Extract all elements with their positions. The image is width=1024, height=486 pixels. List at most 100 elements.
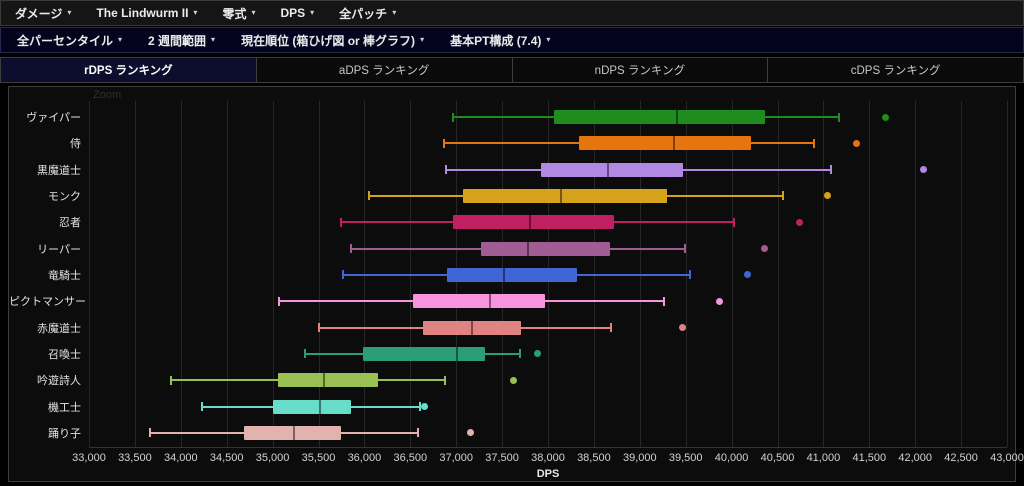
whisker-cap-low <box>278 296 281 306</box>
whisker-cap-low <box>443 138 446 148</box>
x-tick-label: 42,000 <box>898 452 933 464</box>
outlier-dot[interactable] <box>823 192 831 200</box>
chevron-down-icon: ▾ <box>67 8 72 17</box>
outlier-dot[interactable] <box>679 324 687 332</box>
y-axis-label: 侍 <box>70 138 81 151</box>
boxplot-box[interactable] <box>579 136 751 151</box>
boxplot-box[interactable] <box>272 399 351 414</box>
tab-rdps-ranking[interactable]: rDPS ランキング <box>1 58 257 82</box>
boxplot-box[interactable] <box>480 241 610 256</box>
whisker-cap-high <box>519 349 522 359</box>
boxplot-median-line <box>672 136 675 151</box>
whisker-cap-high <box>662 296 665 306</box>
y-axis-label: 赤魔道士 <box>37 322 81 335</box>
boxplot-median-line <box>676 110 679 124</box>
tab-ndps-ranking[interactable]: nDPS ランキング <box>513 58 769 82</box>
x-tick-label: 33,500 <box>118 452 152 464</box>
outlier-dot[interactable] <box>534 350 542 358</box>
whisker-cap-high <box>419 402 422 412</box>
boxplot-chart-panel[interactable]: Zoom 33,000 33,500 34,000 34,500 35,000 35,50… <box>8 86 1024 482</box>
filter-party-composition[interactable]: 基本PT構成 (7.4) ▾ <box>450 32 550 49</box>
boxplot-box[interactable] <box>363 346 485 361</box>
menu-savage-label: 零式 <box>222 6 247 21</box>
x-tick-label: 34,500 <box>209 452 244 464</box>
x-tick-label: 33,000 <box>72 452 106 464</box>
outlier-dot[interactable] <box>509 376 517 384</box>
filter-time-range[interactable]: 2 週間範囲 ▾ <box>148 32 215 49</box>
y-axis-label: 踊り子 <box>48 427 81 440</box>
outlier-dot[interactable] <box>919 166 927 174</box>
boxplot-box[interactable] <box>413 294 546 309</box>
gridline <box>180 101 182 447</box>
menu-all-patches[interactable]: 全パッチ ▾ <box>339 5 396 22</box>
boxplot-median-line <box>559 188 562 203</box>
tab-cdps-ranking[interactable]: cDPS ランキング <box>768 58 1024 82</box>
outlier-dot[interactable] <box>761 245 769 253</box>
filter-percentile[interactable]: 全パーセンタイル ▾ <box>17 32 122 49</box>
outlier-dot[interactable] <box>743 271 751 279</box>
zoom-label: Zoom <box>93 89 122 101</box>
gridline <box>823 101 825 447</box>
boxplot-box[interactable] <box>453 215 615 230</box>
whisker-cap-low <box>169 375 172 385</box>
boxplot-box[interactable] <box>447 267 578 282</box>
x-tick-label: 37,000 <box>439 452 474 464</box>
x-tick-label: 35,000 <box>255 452 290 464</box>
outlier-dot[interactable] <box>467 429 475 437</box>
outlier-dot[interactable] <box>852 139 860 147</box>
x-tick-label: 42,500 <box>944 452 978 464</box>
y-axis-label: 竜騎士 <box>48 269 81 282</box>
chevron-down-icon: ▾ <box>251 8 256 17</box>
menu-dps[interactable]: DPS ▾ <box>280 6 314 20</box>
menu-encounter[interactable]: The Lindwurm II ▾ <box>96 6 197 20</box>
menu-savage[interactable]: 零式 ▾ <box>222 5 255 22</box>
tab-adps-ranking[interactable]: aDPS ランキング <box>257 58 513 82</box>
whisker-cap-low <box>367 191 370 201</box>
outlier-dot[interactable] <box>882 113 890 121</box>
whisker-cap-low <box>342 270 345 280</box>
x-tick-label: 35,500 <box>301 452 336 464</box>
whisker-cap-high <box>610 323 613 333</box>
whisker-cap-low <box>303 349 306 359</box>
x-tick-label: 38,500 <box>577 452 611 464</box>
boxplot-box[interactable] <box>540 162 683 177</box>
whisker-cap-high <box>782 191 784 201</box>
boxplot-box[interactable] <box>462 188 668 203</box>
y-axis-label: ピクトマンサー <box>9 296 86 309</box>
chevron-down-icon: ▾ <box>392 8 397 17</box>
x-tick-label: 34,000 <box>163 452 198 464</box>
menu-damage[interactable]: ダメージ ▾ <box>15 5 71 22</box>
x-tick-label: 43,000 <box>990 452 1024 464</box>
whisker-cap-low <box>445 165 448 175</box>
menu-dps-label: DPS <box>280 6 306 20</box>
outlier-dot[interactable] <box>420 403 428 411</box>
whisker-cap-high <box>829 165 832 175</box>
chevron-down-icon: ▾ <box>118 35 123 44</box>
gridline <box>777 101 779 447</box>
outlier-dot[interactable] <box>796 218 804 226</box>
boxplot-median-line <box>456 346 459 361</box>
boxplot-box[interactable] <box>423 320 522 335</box>
outlier-dot[interactable] <box>716 297 724 305</box>
boxplot-median-line <box>319 399 322 414</box>
x-tick-label: 36,500 <box>393 452 428 464</box>
chevron-down-icon: ▾ <box>420 35 425 44</box>
boxplot-median-line <box>528 215 531 230</box>
boxplot-median-line <box>606 162 609 177</box>
boxplot-box[interactable] <box>553 110 765 124</box>
boxplot-box[interactable] <box>244 425 342 440</box>
filter-chart-type[interactable]: 現在順位 (箱ひげ図 or 棒グラフ) ▾ <box>241 32 424 49</box>
x-tick-label: 41,000 <box>806 452 841 464</box>
gridline <box>89 101 90 447</box>
x-axis-line <box>89 447 1007 448</box>
menu-damage-label: ダメージ <box>15 6 63 21</box>
x-tick-label: 39,500 <box>668 452 703 464</box>
boxplot-box[interactable] <box>278 373 379 388</box>
x-tick-label: 38,000 <box>531 452 565 464</box>
whisker-cap-low <box>200 402 203 412</box>
x-tick-label: 40,500 <box>760 452 795 464</box>
chevron-down-icon: ▾ <box>310 8 315 17</box>
gridline <box>869 101 871 447</box>
gridline <box>226 101 228 447</box>
whisker-cap-low <box>452 112 455 122</box>
